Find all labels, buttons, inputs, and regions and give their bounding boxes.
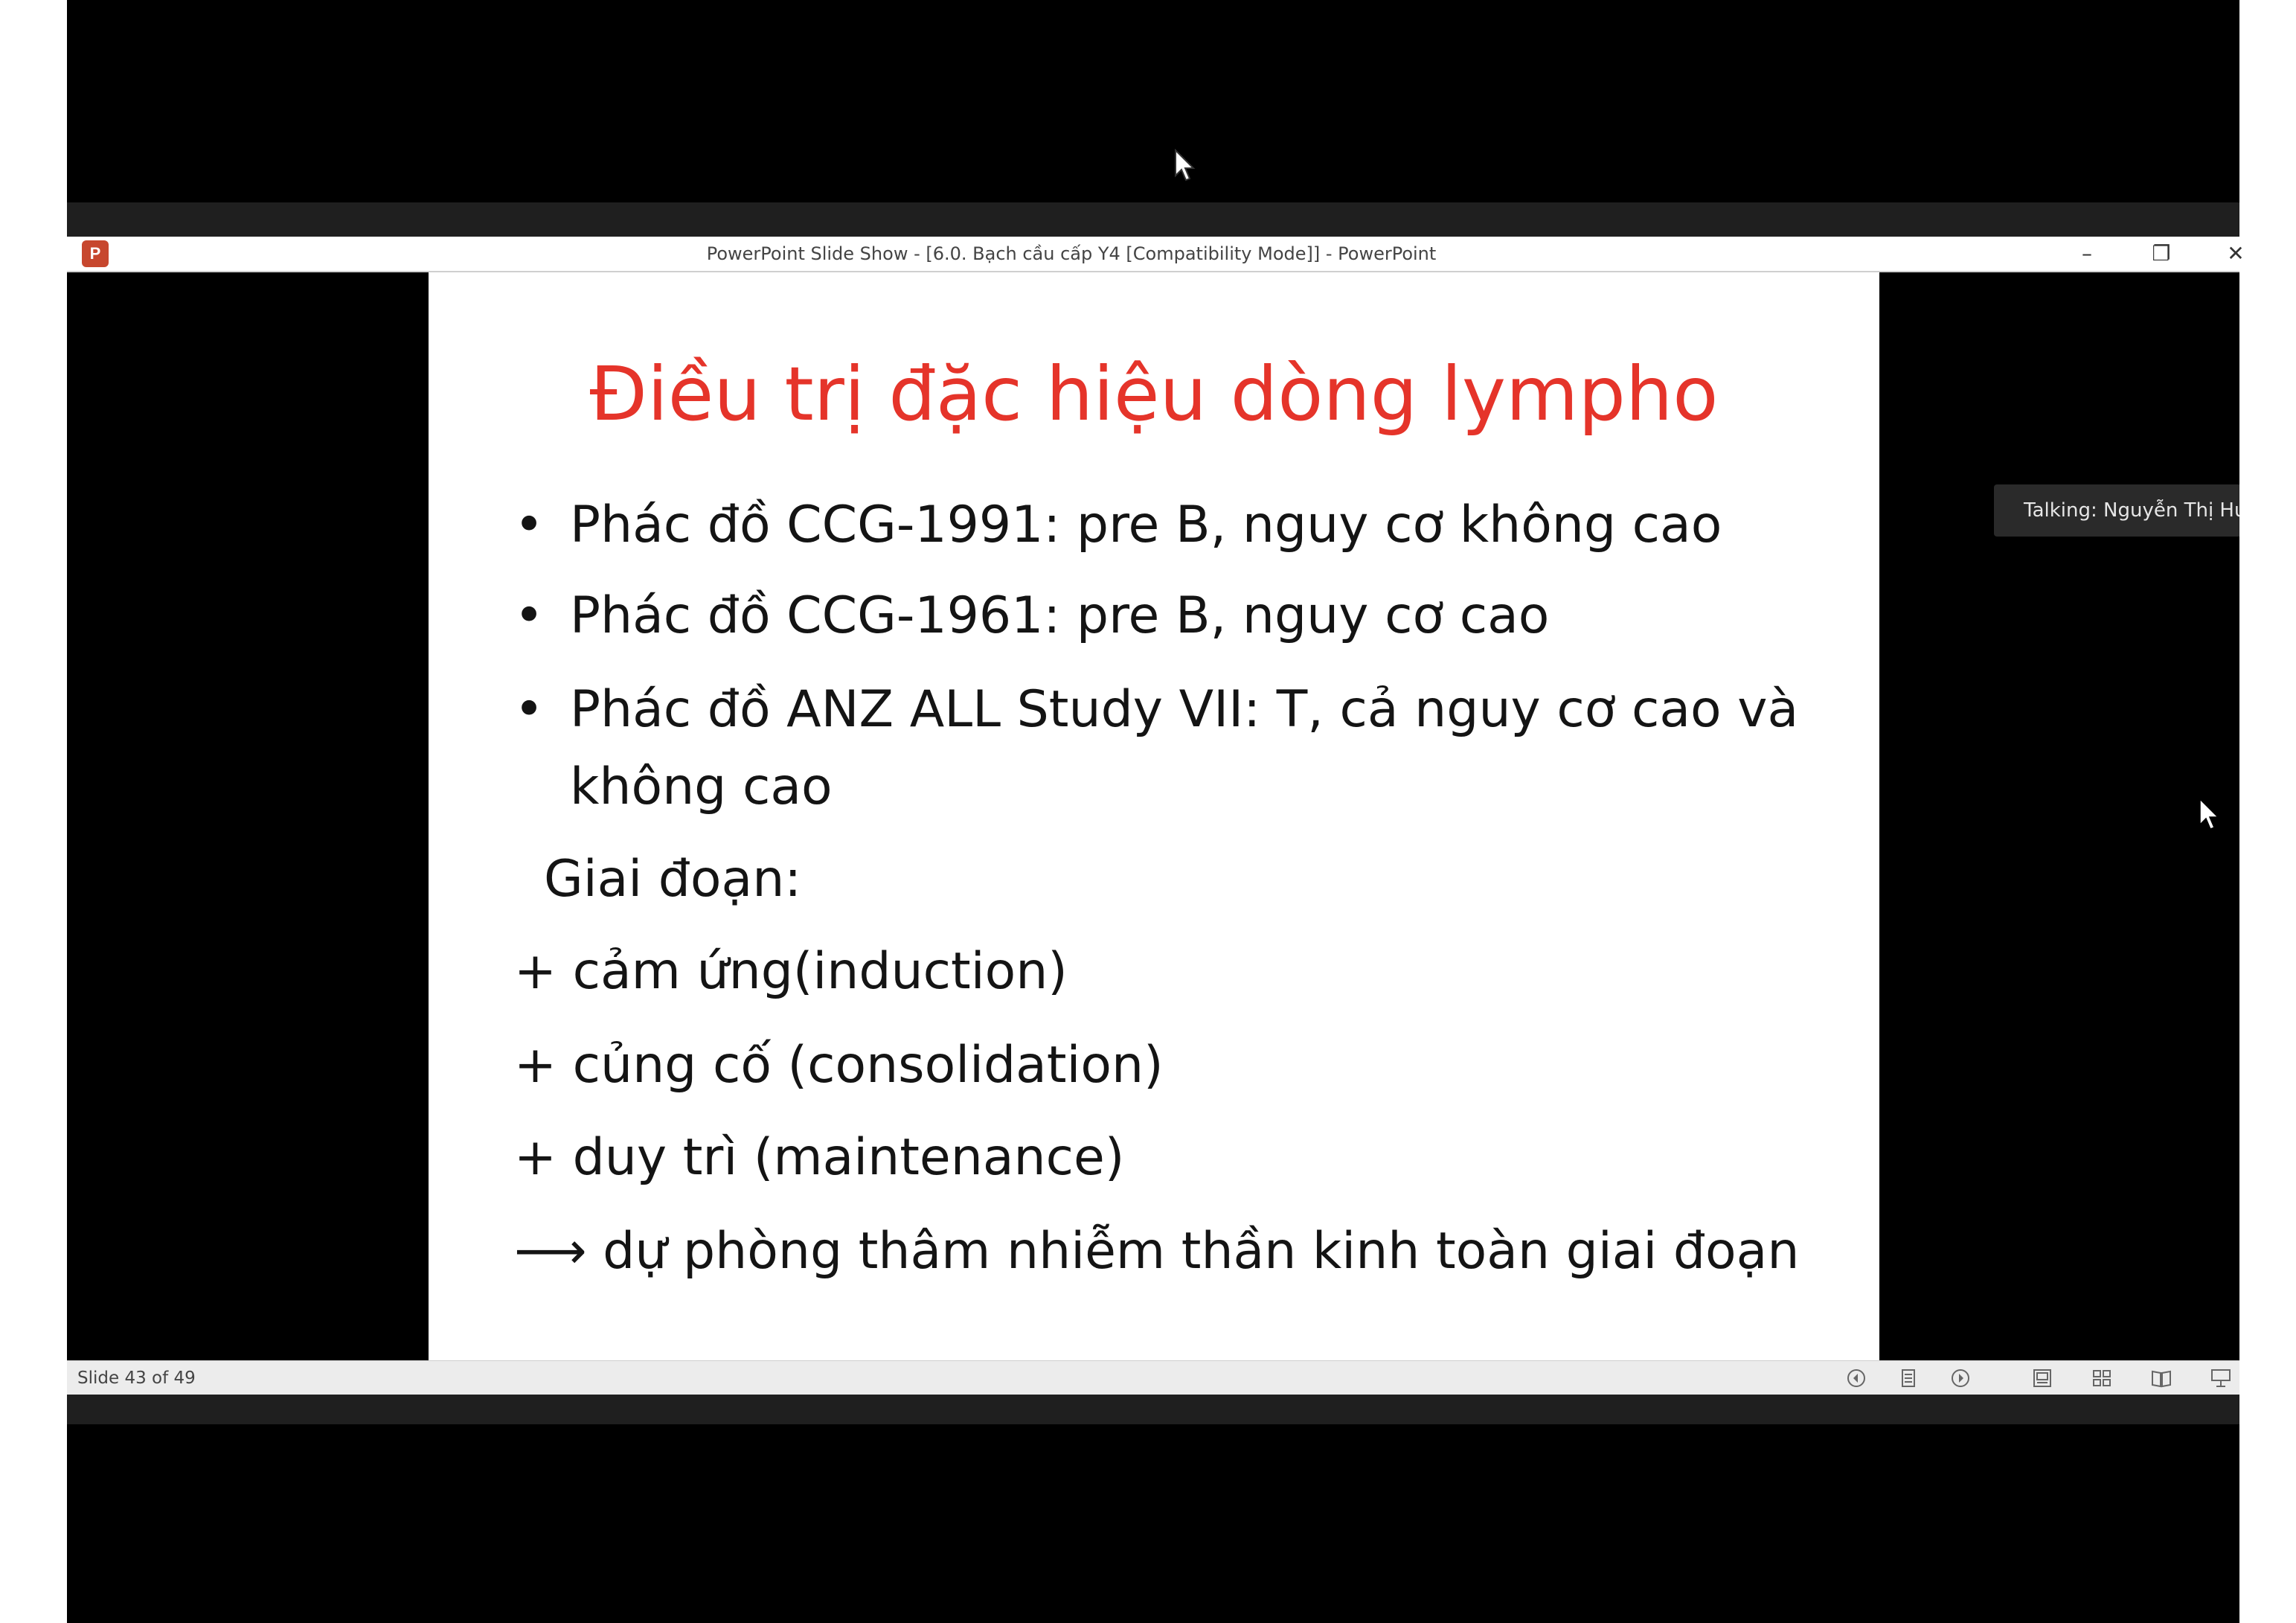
powerpoint-app-icon: P [82,240,109,267]
stage-item: + cảm ứng(induction) [514,942,1068,1001]
slide-sorter-icon[interactable] [2091,1368,2113,1389]
normal-view-icon[interactable] [2031,1368,2053,1389]
bullet-item: Phác đồ CCG-1991: pre B, nguy cơ không c… [570,496,1722,554]
talking-indicator-text: Talking: Nguyễn Thị Hu [2024,499,2239,522]
restore-button[interactable]: ❐ [2152,241,2171,266]
bullet-dot: • [514,680,545,739]
slide-canvas[interactable]: Điều trị đặc hiệu dòng lympho • Phác đồ … [429,272,1879,1360]
bullet-dot: • [514,496,545,554]
talking-indicator: Talking: Nguyễn Thị Hu [1994,484,2239,537]
slide-counter: Slide 43 of 49 [77,1368,196,1388]
previous-slide-icon[interactable] [1845,1368,1867,1389]
mouse-pointer-icon [1175,149,1196,182]
minimize-button[interactable]: – [2082,241,2092,266]
slide-title: Điều trị đặc hiệu dòng lympho [589,350,1719,438]
bullet-item: Phác đồ CCG-1961: pre B, nguy cơ cao [570,586,1550,645]
window-title: PowerPoint Slide Show - [6.0. Bạch cầu c… [706,243,1437,264]
notes-icon[interactable] [1897,1368,1920,1389]
slideshow-icon[interactable] [2210,1368,2232,1389]
next-slide-icon[interactable] [1949,1368,1972,1389]
bottom-strip [67,1395,2239,1424]
window-titlebar[interactable]: P PowerPoint Slide Show - [6.0. Bạch cầu… [67,237,2245,272]
bullet-item: Phác đồ ANZ ALL Study VII: T, cả nguy cơ… [570,680,1799,739]
reading-view-icon[interactable] [2150,1368,2172,1389]
stage-item: ⟶ dự phòng thâm nhiễm thần kinh toàn gia… [514,1222,1800,1281]
bullet-item-continuation: không cao [570,758,833,816]
stage-item: + củng cố (consolidation) [514,1036,1164,1095]
close-button[interactable]: ✕ [2227,241,2245,266]
stage-heading: Giai đoạn: [544,850,802,909]
mouse-pointer-icon [2199,798,2219,830]
top-strip [67,202,2239,237]
stage-item: + duy trì (maintenance) [514,1128,1125,1187]
bullet-dot: • [514,586,545,645]
slideshow-statusbar: Slide 43 of 49 [67,1360,2239,1395]
